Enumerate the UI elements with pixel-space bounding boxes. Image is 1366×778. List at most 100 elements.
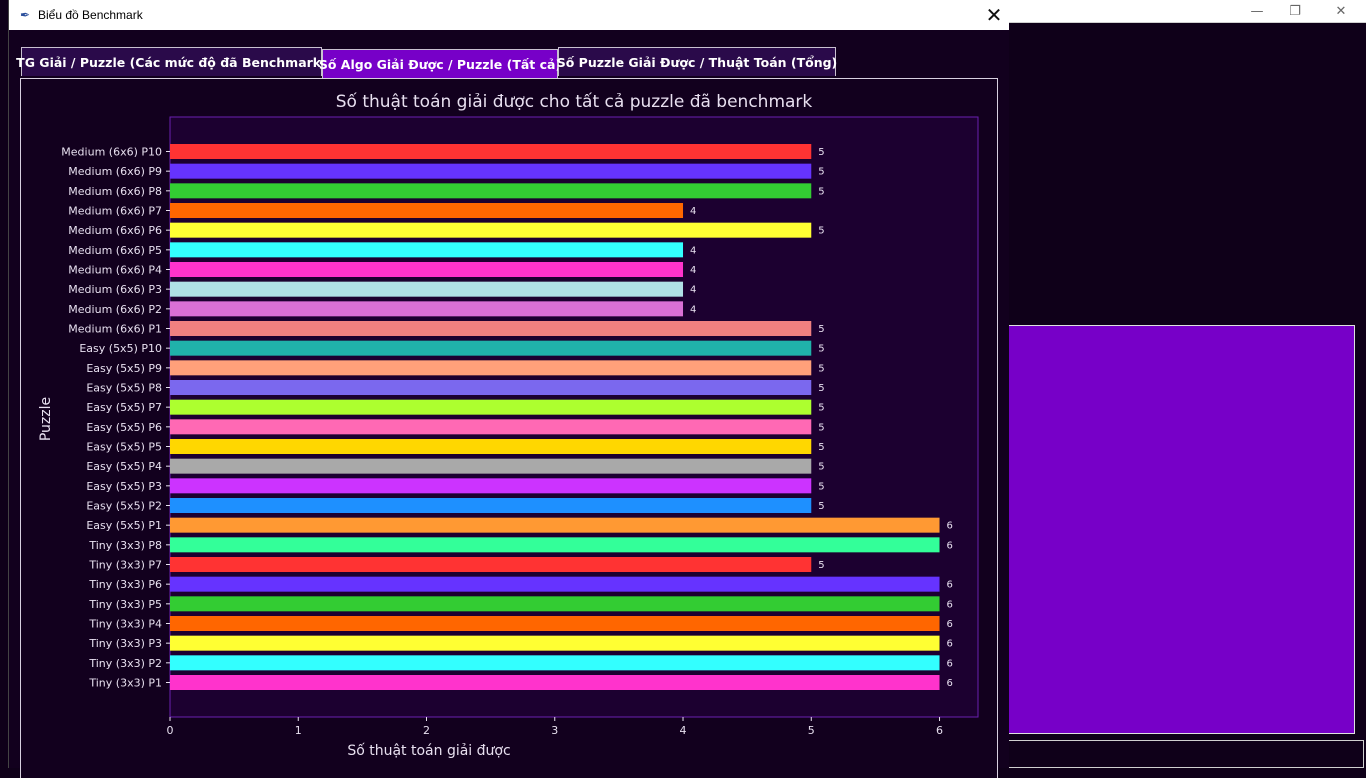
bar — [170, 498, 812, 513]
bar — [170, 419, 812, 435]
y-tick-label: Easy (5x5) P5 — [86, 441, 162, 454]
data-label: 4 — [690, 304, 696, 315]
y-tick-label: Easy (5x5) P3 — [86, 480, 162, 493]
bar — [170, 281, 684, 297]
bar — [170, 163, 812, 179]
data-label: 5 — [818, 481, 824, 492]
tab-solve-time[interactable]: TG Giải / Puzzle (Các mức độ đã Benchmar… — [16, 47, 327, 76]
data-label: 5 — [818, 383, 824, 394]
y-tick-label: Tiny (3x3) P3 — [88, 637, 162, 650]
chart-title: Số thuật toán giải được cho tất cả puzzl… — [336, 91, 813, 112]
data-label: 4 — [690, 245, 696, 256]
window-titlebar: ✒ Biểu đồ Benchmark ✕ — [9, 0, 1009, 30]
data-label: 5 — [818, 147, 824, 158]
tab-puzzle-count[interactable]: Số Puzzle Giải Được / Thuật Toán (Tổng) — [557, 47, 837, 76]
chart-panel: Số thuật toán giải được cho tất cả puzzl… — [20, 78, 998, 778]
y-tick-label: Medium (6x6) P7 — [68, 205, 162, 218]
y-tick-label: Easy (5x5) P10 — [79, 342, 162, 355]
bar — [170, 458, 812, 474]
bar — [170, 380, 812, 395]
data-label: 6 — [947, 658, 953, 669]
bar — [170, 242, 684, 258]
y-tick-label: Tiny (3x3) P6 — [88, 578, 162, 591]
data-label: 5 — [818, 462, 824, 473]
data-label: 5 — [818, 226, 824, 237]
background-window-titlebar: — ❐ ✕ — [1008, 0, 1366, 23]
close-icon: ✕ — [985, 3, 1003, 27]
y-tick-label: Tiny (3x3) P8 — [88, 539, 162, 552]
data-label: 6 — [947, 540, 953, 551]
y-tick-label: Tiny (3x3) P5 — [88, 598, 162, 611]
y-tick-label: Medium (6x6) P2 — [68, 303, 162, 316]
data-label: 4 — [690, 206, 696, 217]
close-icon[interactable]: ✕ — [1335, 3, 1347, 19]
y-tick-label: Tiny (3x3) P7 — [88, 559, 162, 572]
y-tick-label: Medium (6x6) P10 — [61, 146, 162, 159]
y-tick-label: Medium (6x6) P6 — [68, 224, 162, 237]
bar — [170, 596, 940, 612]
bar — [170, 399, 812, 415]
minimize-icon[interactable]: — — [1250, 3, 1264, 19]
x-tick-label: 1 — [295, 724, 302, 737]
tab-algo-count[interactable]: Số Algo Giải Được / Puzzle (Tất cả) — [319, 49, 561, 79]
y-tick-label: Tiny (3x3) P4 — [88, 618, 162, 631]
data-label: 5 — [818, 167, 824, 178]
y-tick-label: Easy (5x5) P8 — [86, 382, 162, 395]
y-tick-label: Medium (6x6) P4 — [68, 264, 162, 277]
bar — [170, 616, 940, 631]
x-tick-label: 5 — [808, 724, 815, 737]
y-tick-label: Medium (6x6) P1 — [68, 323, 162, 336]
bar — [170, 340, 812, 356]
y-tick-label: Medium (6x6) P8 — [68, 185, 162, 198]
bar — [170, 360, 812, 376]
data-label: 4 — [690, 285, 696, 296]
y-tick-label: Medium (6x6) P5 — [68, 244, 162, 257]
close-button[interactable]: ✕ — [979, 0, 1009, 30]
y-tick-label: Easy (5x5) P6 — [86, 421, 162, 434]
x-tick-label: 4 — [680, 724, 687, 737]
bar — [170, 655, 940, 671]
data-label: 5 — [818, 363, 824, 374]
y-tick-label: Easy (5x5) P7 — [86, 401, 162, 414]
bar — [170, 517, 940, 533]
data-label: 6 — [947, 639, 953, 650]
bar — [170, 222, 812, 238]
window-title: Biểu đồ Benchmark — [38, 8, 143, 22]
data-label: 5 — [818, 422, 824, 433]
bar — [170, 203, 684, 218]
data-label: 5 — [818, 560, 824, 571]
bar — [170, 576, 940, 592]
bar — [170, 675, 940, 690]
y-tick-label: Medium (6x6) P3 — [68, 283, 162, 296]
y-tick-label: Tiny (3x3) P2 — [88, 657, 162, 670]
bar — [170, 144, 812, 159]
x-tick-label: 3 — [551, 724, 558, 737]
y-axis-label: Puzzle — [38, 397, 54, 441]
y-tick-label: Tiny (3x3) P1 — [88, 677, 162, 690]
y-tick-label: Medium (6x6) P9 — [68, 165, 162, 178]
restore-icon[interactable]: ❐ — [1289, 3, 1301, 19]
data-label: 5 — [818, 186, 824, 197]
y-tick-label: Easy (5x5) P2 — [86, 500, 162, 513]
data-label: 6 — [947, 619, 953, 630]
bar-chart: Số thuật toán giải được cho tất cả puzzl… — [38, 91, 979, 759]
data-label: 5 — [818, 501, 824, 512]
bar — [170, 301, 684, 317]
benchmark-chart-window: ✒ Biểu đồ Benchmark ✕ TG Giải / Puzzle (… — [8, 0, 1009, 778]
data-label: 5 — [818, 403, 824, 414]
bar — [170, 635, 940, 651]
data-label: 6 — [947, 678, 953, 689]
data-label: 4 — [690, 265, 696, 276]
bar — [170, 478, 812, 494]
data-label: 6 — [947, 580, 953, 591]
x-tick-label: 6 — [936, 724, 943, 737]
data-label: 5 — [818, 344, 824, 355]
bar — [170, 183, 812, 199]
feather-icon: ✒ — [20, 8, 31, 22]
x-tick-label: 2 — [423, 724, 430, 737]
background-window-panel — [1008, 325, 1355, 734]
bar — [170, 321, 812, 336]
bar — [170, 537, 940, 553]
data-label: 5 — [818, 324, 824, 335]
y-tick-label: Easy (5x5) P4 — [86, 460, 162, 473]
